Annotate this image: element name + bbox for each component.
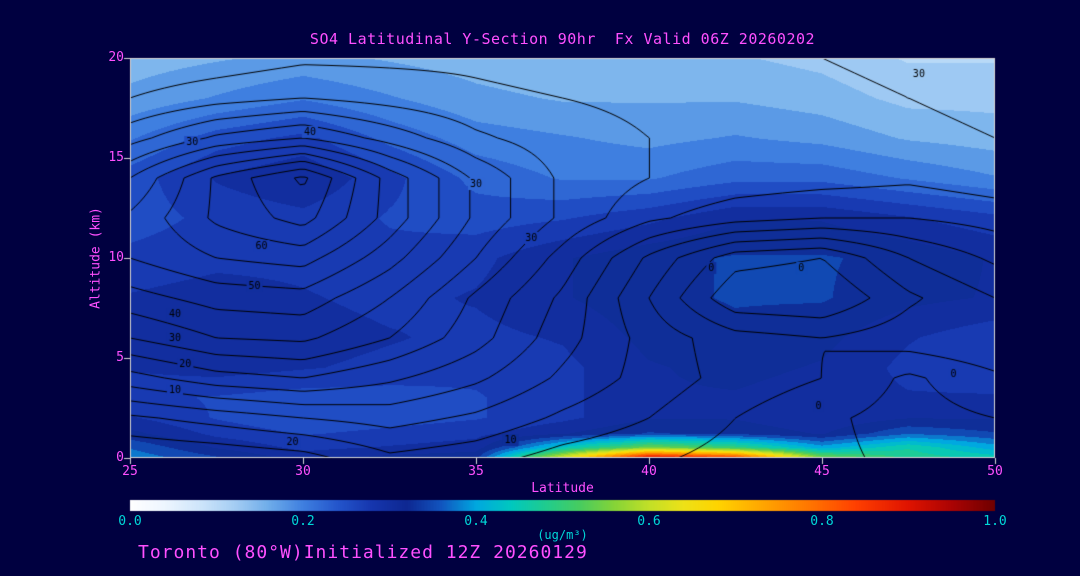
y-tick-label: 15 (108, 150, 124, 165)
colorbar-units-label: (ug/m³) (537, 528, 588, 542)
x-tick-label: 25 (122, 464, 138, 479)
colorbar-tick-label: 0.6 (637, 514, 661, 529)
x-tick-label: 45 (814, 464, 830, 479)
y-tick-label: 10 (108, 250, 124, 265)
colorbar-tick-label: 0.8 (810, 514, 834, 529)
colorbar-tick-label: 0.0 (118, 514, 142, 529)
x-tick-label: 35 (468, 464, 484, 479)
y-tick-label: 5 (116, 350, 124, 365)
colorbar-tick-label: 0.4 (464, 514, 488, 529)
footer-caption: Toronto (80°W)Initialized 12Z 20260129 (138, 542, 588, 563)
x-tick-label: 30 (295, 464, 311, 479)
x-tick-label: 40 (641, 464, 657, 479)
chart-title: SO4 Latitudinal Y-Section 90hr Fx Valid … (309, 30, 816, 48)
x-axis-title: Latitude (531, 481, 594, 496)
y-tick-label: 20 (108, 50, 124, 65)
x-tick-label: 50 (987, 464, 1003, 479)
colorbar-tick-label: 1.0 (983, 514, 1007, 529)
y-tick-label: 0 (116, 450, 124, 465)
colorbar-tick-label: 0.2 (291, 514, 315, 529)
